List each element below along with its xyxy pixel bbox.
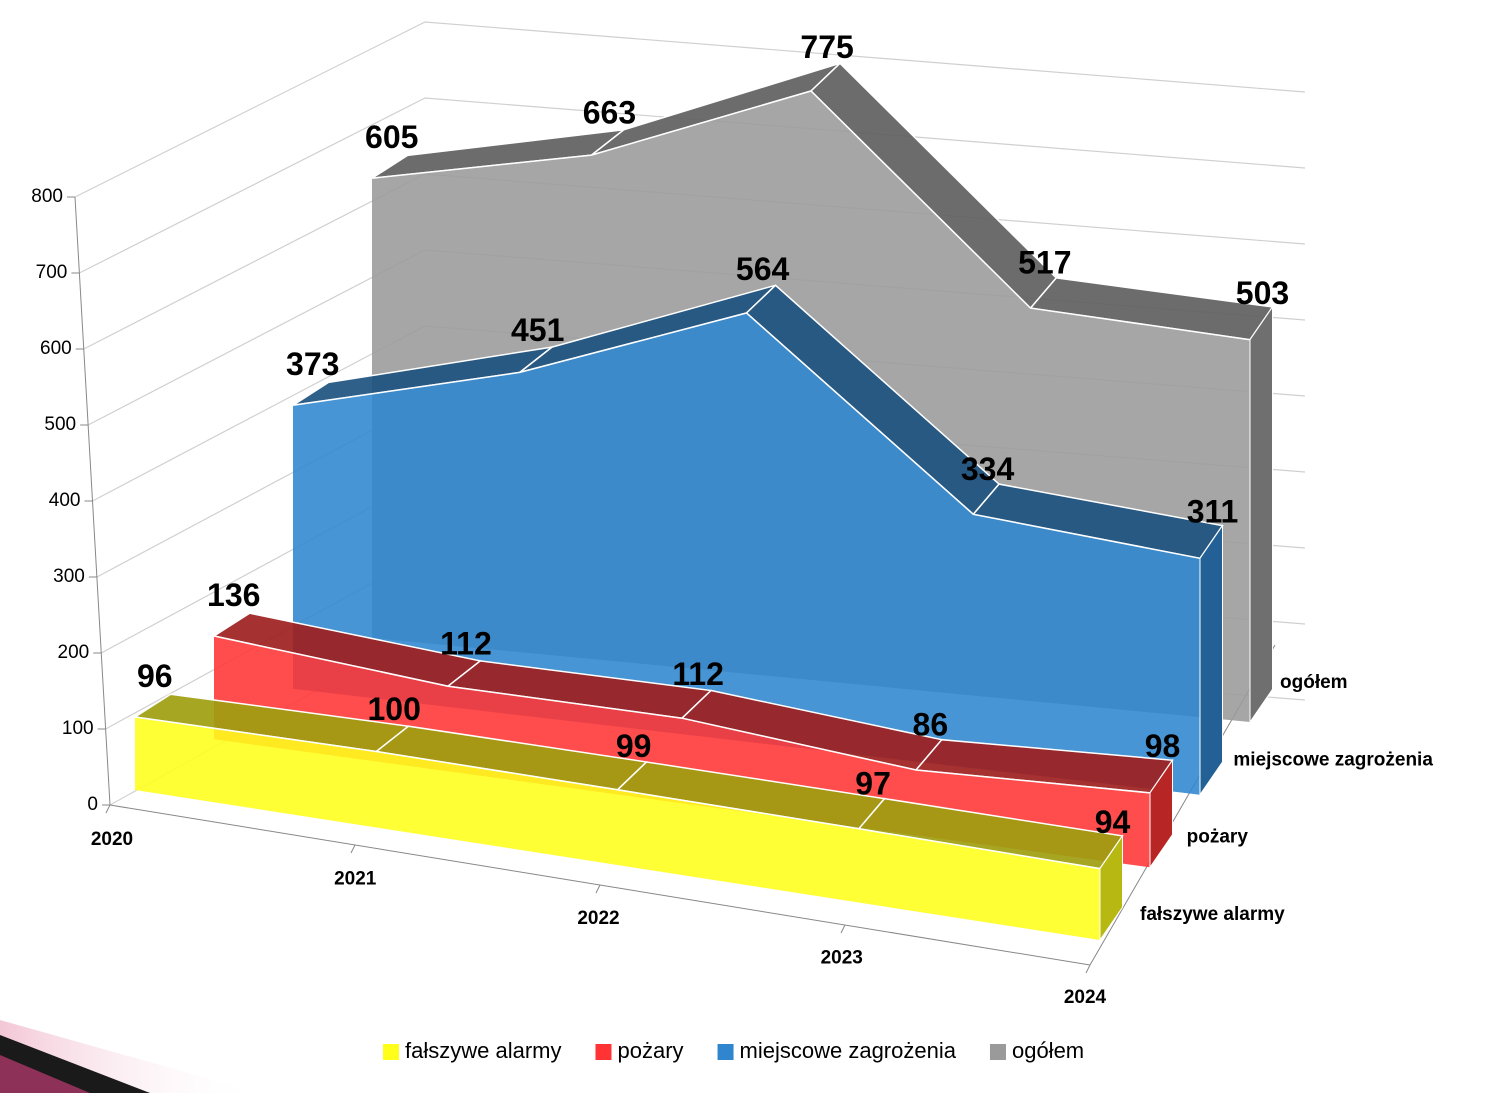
- data-label: 96: [137, 658, 173, 694]
- y-tick-label: 800: [31, 186, 63, 207]
- legend-swatch: [718, 1044, 734, 1060]
- data-label: 605: [365, 119, 418, 155]
- data-label: 663: [583, 95, 636, 131]
- data-label: 334: [961, 451, 1015, 487]
- x-tick-label: 2021: [334, 869, 377, 890]
- y-tick-label: 200: [58, 642, 90, 663]
- data-label: 517: [1018, 245, 1071, 281]
- area-side: [1200, 526, 1223, 795]
- data-label: 775: [800, 29, 853, 65]
- series-axis-label: pożary: [1187, 827, 1249, 848]
- data-label: 112: [672, 656, 724, 692]
- y-tick-label: 700: [36, 262, 68, 283]
- data-label: 373: [286, 346, 339, 382]
- legend-swatch: [383, 1044, 399, 1060]
- data-label: 503: [1236, 275, 1289, 311]
- data-label: 136: [207, 577, 260, 613]
- legend-label: fałszywe alarmy: [405, 1038, 561, 1063]
- y-tick-label: 500: [44, 414, 76, 435]
- y-tick-label: 600: [40, 338, 72, 359]
- x-tick: [351, 845, 355, 853]
- legend-label: miejscowe zagrożenia: [740, 1038, 957, 1063]
- data-label: 94: [1095, 804, 1131, 840]
- y-tick-label: 0: [87, 794, 98, 815]
- data-label: 311: [1187, 494, 1239, 530]
- x-tick: [1086, 965, 1090, 973]
- y-tick-label: 300: [53, 566, 85, 587]
- data-label: 451: [511, 312, 564, 348]
- area-side: [1250, 307, 1273, 722]
- data-label: 99: [616, 728, 652, 764]
- data-label: 112: [440, 626, 492, 662]
- y-tick-label: 400: [49, 490, 81, 511]
- data-label: 97: [855, 765, 891, 801]
- legend-label: ogółem: [1012, 1038, 1084, 1063]
- y-tick-label: 100: [62, 718, 94, 739]
- legend-label: pożary: [617, 1038, 683, 1063]
- data-label: 86: [913, 707, 949, 743]
- x-tick: [106, 805, 110, 813]
- legend-swatch: [990, 1044, 1006, 1060]
- chart: 0 100 200 300 400 500 600 700 800 2020 2021 2022 202…: [0, 0, 1498, 1093]
- data-label: 98: [1145, 728, 1181, 764]
- series-axis-label: miejscowe zagrożenia: [1233, 749, 1433, 770]
- series-axis-label: ogółem: [1280, 672, 1348, 693]
- x-tick: [841, 925, 845, 933]
- series-axis-label: fałszywe alarmy: [1140, 904, 1285, 925]
- x-tick: [596, 885, 600, 893]
- legend-swatch: [595, 1044, 611, 1060]
- page: {"chart_data": {"type": "area", "categor…: [0, 0, 1498, 1093]
- data-label: 564: [736, 251, 790, 287]
- x-tick-label: 2022: [577, 908, 619, 929]
- x-tick-label: 2020: [91, 829, 133, 850]
- x-tick-label: 2023: [821, 948, 863, 969]
- x-tick-label: 2024: [1064, 987, 1107, 1008]
- data-label: 100: [367, 691, 420, 727]
